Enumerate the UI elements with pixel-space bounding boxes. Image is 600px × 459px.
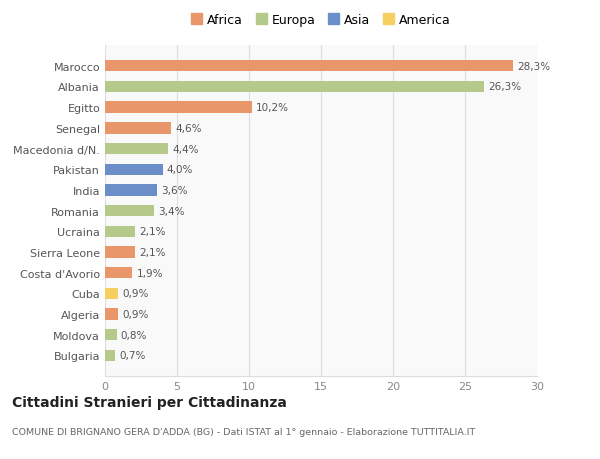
- Bar: [105, 309, 118, 320]
- Text: 0,7%: 0,7%: [119, 351, 146, 361]
- Text: 26,3%: 26,3%: [488, 82, 521, 92]
- Bar: [105, 123, 171, 134]
- Text: 3,6%: 3,6%: [161, 185, 188, 196]
- Text: 0,9%: 0,9%: [122, 289, 149, 299]
- Bar: [105, 350, 115, 361]
- Bar: [105, 206, 154, 217]
- Text: COMUNE DI BRIGNANO GERA D'ADDA (BG) - Dati ISTAT al 1° gennaio - Elaborazione TU: COMUNE DI BRIGNANO GERA D'ADDA (BG) - Da…: [12, 427, 475, 436]
- Bar: [105, 247, 135, 258]
- Bar: [105, 144, 169, 155]
- Bar: [105, 226, 135, 237]
- Bar: [105, 102, 252, 113]
- Text: 0,8%: 0,8%: [121, 330, 147, 340]
- Text: 28,3%: 28,3%: [517, 62, 550, 72]
- Bar: [105, 330, 116, 341]
- Legend: Africa, Europa, Asia, America: Africa, Europa, Asia, America: [191, 14, 451, 27]
- Bar: [105, 82, 484, 93]
- Bar: [105, 164, 163, 175]
- Bar: [105, 185, 157, 196]
- Text: 3,4%: 3,4%: [158, 206, 185, 216]
- Text: 4,6%: 4,6%: [176, 123, 202, 134]
- Text: 4,0%: 4,0%: [167, 165, 193, 175]
- Text: 2,1%: 2,1%: [140, 247, 166, 257]
- Text: 4,4%: 4,4%: [173, 144, 199, 154]
- Bar: [105, 288, 118, 299]
- Text: 10,2%: 10,2%: [256, 103, 289, 113]
- Bar: [105, 268, 133, 279]
- Bar: [105, 61, 512, 72]
- Text: Cittadini Stranieri per Cittadinanza: Cittadini Stranieri per Cittadinanza: [12, 395, 287, 409]
- Text: 0,9%: 0,9%: [122, 309, 149, 319]
- Text: 2,1%: 2,1%: [140, 227, 166, 237]
- Text: 1,9%: 1,9%: [137, 268, 163, 278]
